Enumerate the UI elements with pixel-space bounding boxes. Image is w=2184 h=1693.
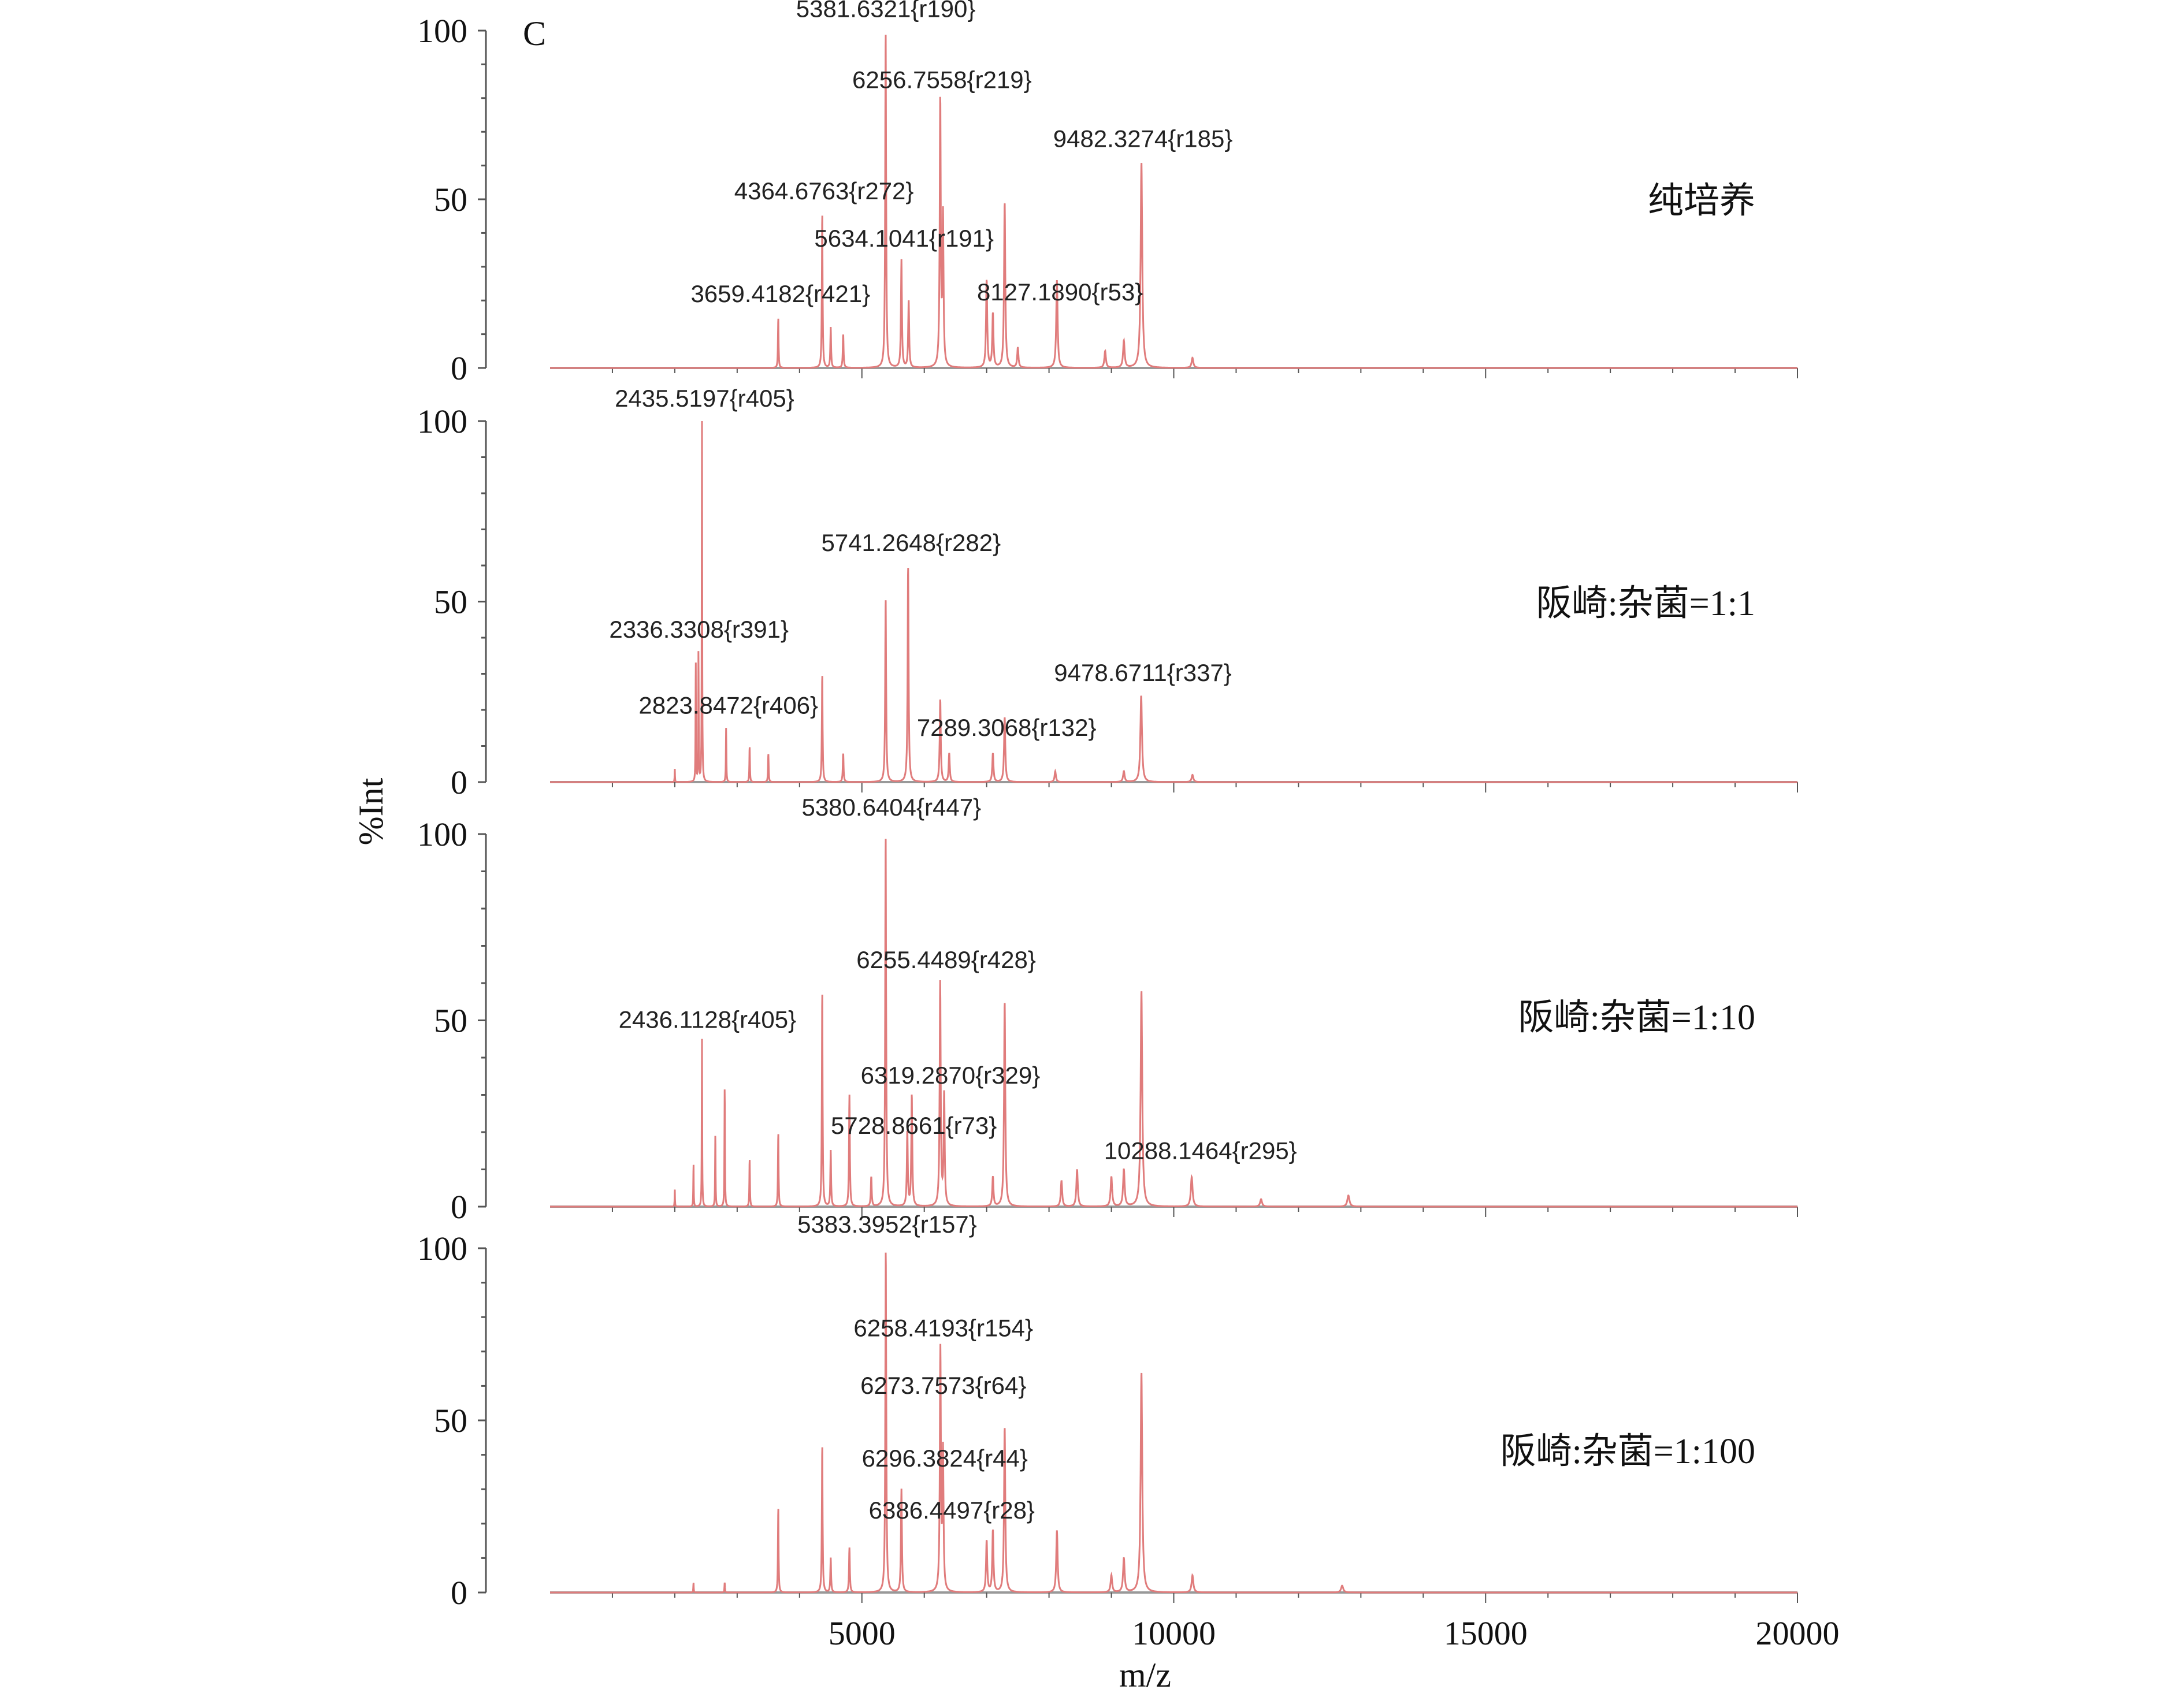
peak-annotation: 5381.6321{r190} (796, 0, 976, 23)
spectrum-panel: 0 50 100 5383.3952{r157} 6258.4193{r154} 6273… (417, 1211, 1840, 1652)
peak-annotation: 6296.3824{r44} (862, 1445, 1028, 1472)
spectrum-panel: 0 50 100 2435.5197{r405} 5741.2648{r282} 2336… (417, 385, 1798, 801)
peak-annotation: 6273.7573{r64} (860, 1372, 1026, 1399)
peak-annotation: 5380.6404{r447} (801, 794, 981, 821)
peak-annotation: 9482.3274{r185} (1053, 125, 1233, 152)
spectrum-panel: 0 50 100 5380.6404{r447} 6255.4489{r428} 2436… (417, 794, 1798, 1226)
panel-label: 阪崎:杂菌=1:100 (1500, 1432, 1755, 1471)
peak-annotation: 2435.5197{r405} (615, 385, 794, 412)
y-tick-label: 100 (417, 12, 467, 50)
y-tick-label: 100 (417, 1230, 467, 1267)
spectrum-line (550, 1252, 1797, 1594)
y-tick-label: 50 (434, 181, 467, 218)
peak-annotation: 5741.2648{r282} (821, 529, 1001, 556)
panel-label: 纯培养 (1648, 181, 1755, 221)
y-tick-label: 50 (434, 1002, 467, 1040)
y-tick-label: 0 (451, 1188, 467, 1226)
spectrum-panel: 0 50 100 5381.6321{r190} 6256.7558{r219} 9482… (417, 0, 1798, 387)
peak-annotation: 4364.6763{r272} (734, 177, 914, 204)
peak-annotation: 6319.2870{r329} (861, 1062, 1041, 1089)
peak-annotation: 6256.7558{r219} (852, 66, 1032, 93)
x-tick-label: 15000 (1444, 1614, 1528, 1652)
y-tick-label: 50 (434, 583, 467, 621)
y-tick-label: 100 (417, 816, 467, 853)
spectrum-line (550, 839, 1797, 1208)
panel-label: 阪崎:杂菌=1:10 (1518, 998, 1755, 1037)
y-axis-label: %Int (352, 777, 390, 845)
y-tick-label: 0 (451, 1574, 467, 1612)
peak-annotation: 9478.6711{r337} (1054, 659, 1232, 686)
panel-label: 阪崎:杂菌=1:1 (1536, 584, 1755, 623)
peak-annotation: 3659.4182{r421} (690, 280, 870, 307)
peak-annotation: 5728.8661{r73} (831, 1112, 997, 1139)
peak-annotation: 2436.1128{r405} (619, 1006, 797, 1033)
peak-annotation: 6386.4497{r28} (869, 1497, 1035, 1524)
panel-letter: C (523, 14, 546, 53)
y-tick-label: 0 (451, 349, 467, 387)
x-tick-label: 5000 (829, 1614, 896, 1652)
peak-annotation: 2823.8472{r406} (638, 691, 818, 719)
peak-annotation: 6258.4193{r154} (853, 1315, 1033, 1342)
y-tick-label: 50 (434, 1402, 467, 1439)
peak-annotation: 6255.4489{r428} (856, 946, 1036, 973)
peak-annotation: 5383.3952{r157} (797, 1211, 977, 1238)
x-tick-label: 20000 (1756, 1614, 1840, 1652)
x-axis-label: m/z (1119, 1656, 1171, 1693)
y-tick-label: 0 (451, 764, 467, 801)
y-tick-label: 100 (417, 403, 467, 440)
spectrum-line (550, 421, 1797, 783)
peak-annotation: 8127.1890{r53} (977, 278, 1143, 306)
peak-annotation: 2336.3308{r391} (609, 616, 789, 643)
x-tick-label: 10000 (1132, 1614, 1216, 1652)
spectrum-line (550, 35, 1797, 369)
peak-annotation: 5634.1041{r191} (814, 225, 994, 252)
peak-annotation: 7289.3068{r132} (917, 714, 1097, 741)
peak-annotation: 10288.1464{r295} (1104, 1137, 1297, 1164)
